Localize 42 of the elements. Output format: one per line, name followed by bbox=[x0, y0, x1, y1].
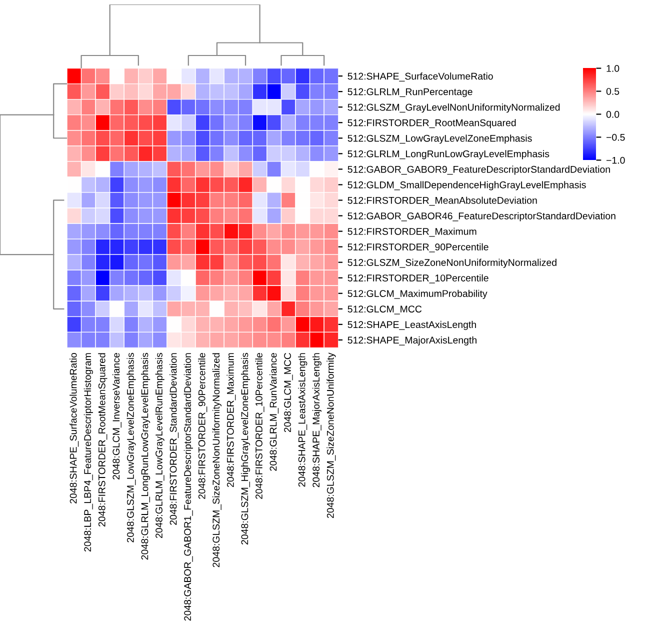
y-tick-label: 512:GLRLM_RunPercentage bbox=[348, 88, 472, 98]
color-bar-label: −0.5 bbox=[606, 134, 625, 141]
x-tick-label: 2048:GLSZM_SizeZoneNonUniformity bbox=[326, 352, 336, 518]
y-tick-label: 512:GLRLM_LongRunLowGrayLevelEmphasis bbox=[348, 150, 550, 160]
color-bar-label: 1.0 bbox=[606, 65, 620, 72]
x-tick-label: 2048:GLRLM_LowGrayLevelRunEmphasis bbox=[155, 352, 164, 538]
x-tick-label: 2048:GLRLM_LongRunLowGrayLevelEmphasis bbox=[141, 352, 150, 560]
y-tick-label: 512:SHAPE_LeastAxisLength bbox=[348, 320, 476, 330]
x-tick-label: 2048:SHAPE_MajorAxisLength bbox=[312, 353, 322, 488]
x-tick-label: 2048:GLRLM_RunVariance bbox=[270, 352, 279, 471]
y-tick-label: 512:GLCM_MCC bbox=[348, 306, 422, 314]
y-tick-label: 512:GABOR_GABOR46_FeatureDescriptorStandardDeviation bbox=[348, 212, 616, 222]
y-tick-label: 512:FIRSTORDER_90Percentile bbox=[348, 243, 488, 252]
x-tick-label: 2048:FIRSTORDER_StandardDeviation bbox=[170, 353, 179, 525]
y-tick-label: 512:FIRSTORDER_Maximum bbox=[348, 228, 476, 237]
x-tick-label: 2048:GLSZM_SizeZoneNonUniformityNormalized bbox=[212, 353, 222, 568]
x-tick-label: 2048:GABOR_GABOR1_FeatureDescriptorStandardDeviation bbox=[184, 353, 193, 621]
x-tick-label: 2048:FIRSTORDER_10Percentile bbox=[255, 352, 264, 499]
x-tick-label: 2048:GLSZM_HighGrayLevelZoneEmphasis bbox=[240, 352, 250, 544]
y-tick-label: 512:GLSZM_GrayLevelNonUniformityNormalized bbox=[348, 104, 560, 113]
y-tick-label: 512:GLSZM_SizeZoneNonUniformityNormalized bbox=[348, 258, 556, 268]
x-tick-label: 2048:FIRSTORDER_RootMeanSquared bbox=[98, 353, 108, 526]
x-tick-label: 2048:LBP_LBP4_FeatureDescriptorHistogram bbox=[84, 353, 93, 552]
y-tick-label: 512:GABOR_GABOR9_FeatureDescriptorStandardDeviation bbox=[348, 166, 610, 175]
y-tick-label: 512:SHAPE_MajorAxisLength bbox=[348, 336, 476, 346]
color-bar-label: 0.5 bbox=[606, 88, 620, 95]
x-tick-label: 2048:GLCM_InverseVariance bbox=[112, 352, 122, 480]
x-tick-label: 2048:FIRSTORDER_90Percentile bbox=[198, 352, 208, 499]
x-tick-label: 2048:GLSZM_LowGrayLevelZoneEmphasis bbox=[126, 352, 136, 542]
y-tick-label: 512:GLSZM_LowGrayLevelZoneEmphasis bbox=[348, 134, 532, 144]
color-bar-label: −1.0 bbox=[606, 156, 625, 164]
x-tick-label: 2048:FIRSTORDER_Maximum bbox=[226, 353, 236, 487]
x-tick-label: 2048:SHAPE_SurfaceVolumeRatio bbox=[70, 352, 79, 504]
y-tick-label: 512:GLCM_MaximumProbability bbox=[348, 290, 488, 299]
x-tick-label: 2048:SHAPE_LeastAxisLength bbox=[298, 353, 308, 487]
x-tick-label: 2048:GLCM_MCC bbox=[284, 352, 293, 432]
y-tick-label: 512:FIRSTORDER_MeanAbsoluteDeviation bbox=[348, 196, 537, 206]
y-tick-label: 512:FIRSTORDER_10Percentile bbox=[348, 274, 488, 284]
y-tick-label: 512:GLDM_SmallDependenceHighGrayLevelEmphasis bbox=[348, 181, 586, 190]
y-tick-label: 512:SHAPE_SurfaceVolumeRatio bbox=[348, 72, 493, 82]
color-bar-label: 0.0 bbox=[606, 110, 620, 118]
y-tick-label: 512:FIRSTORDER_RootMeanSquared bbox=[348, 119, 516, 128]
